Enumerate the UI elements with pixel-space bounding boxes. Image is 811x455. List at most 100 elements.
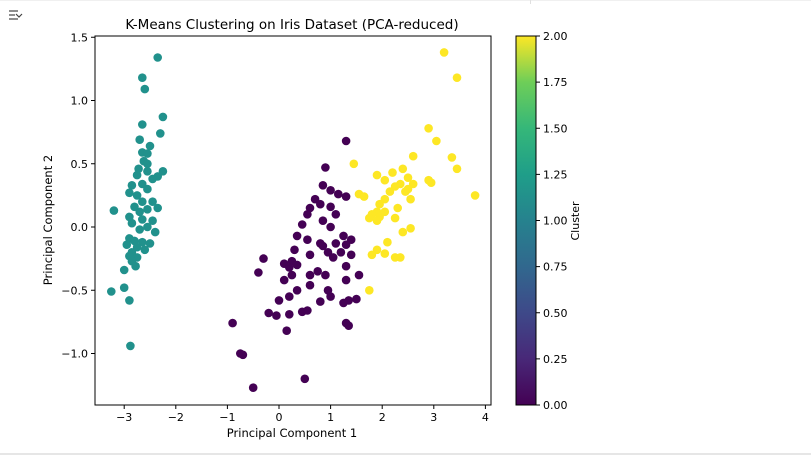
y-tick-label: 1.0 — [71, 95, 89, 108]
colorbar-label: Cluster — [569, 201, 582, 241]
scatter-point-cluster-2 — [385, 187, 395, 196]
scatter-point-cluster-1 — [125, 188, 134, 198]
scatter-point-cluster-2 — [408, 151, 418, 161]
x-tick-label: 3 — [430, 411, 437, 424]
chart-title: K-Means Clustering on Iris Dataset (PCA-… — [125, 17, 458, 33]
scatter-point-cluster-0 — [321, 163, 330, 172]
scatter-point-cluster-0 — [341, 275, 351, 285]
colorbar-tick-label: 1.75 — [543, 76, 568, 89]
scatter-point-cluster-2 — [359, 192, 369, 201]
scatter-point-cluster-0 — [274, 296, 284, 305]
scatter-point-cluster-0 — [259, 254, 268, 263]
scatter-point-cluster-0 — [282, 326, 292, 336]
colorbar-tick-label: 2.00 — [543, 30, 568, 43]
scatter-point-cluster-0 — [336, 248, 346, 257]
scatter-point-cluster-2 — [393, 203, 403, 213]
x-tick-label: 4 — [482, 411, 489, 424]
scatter-point-cluster-0 — [264, 308, 274, 318]
scatter-point-cluster-2 — [375, 199, 384, 209]
y-axis-label: Principal Component 2 — [41, 155, 55, 285]
scatter-point-cluster-1 — [148, 216, 157, 225]
scatter-point-cluster-0 — [326, 186, 335, 195]
colorbar-tick-label: 0.00 — [543, 399, 568, 412]
scatter-point-cluster-2 — [380, 175, 390, 185]
scatter-point-cluster-2 — [447, 153, 457, 162]
scatter-point-cluster-0 — [339, 298, 348, 308]
x-tick-label: 2 — [379, 411, 386, 424]
scatter-point-cluster-2 — [470, 191, 480, 200]
scatter-point-cluster-1 — [138, 215, 147, 224]
output-collapse-icon[interactable] — [7, 8, 23, 24]
scatter-point-cluster-0 — [341, 192, 351, 201]
scatter-point-cluster-0 — [248, 383, 258, 393]
scatter-point-cluster-2 — [388, 168, 397, 177]
scatter-point-cluster-0 — [305, 250, 315, 260]
scatter-points — [107, 48, 480, 393]
y-tick-label: −0.5 — [61, 284, 88, 297]
scatter-point-cluster-1 — [148, 174, 157, 184]
scatter-point-cluster-0 — [279, 275, 289, 285]
scatter-point-cluster-1 — [148, 197, 157, 206]
scatter-point-cluster-2 — [396, 253, 405, 262]
scatter-point-cluster-0 — [346, 250, 356, 260]
scatter-point-cluster-1 — [143, 184, 152, 194]
scatter-point-cluster-0 — [292, 260, 302, 270]
scatter-point-cluster-2 — [424, 124, 433, 133]
scatter-point-cluster-0 — [326, 292, 335, 301]
y-tick-label: −1.0 — [61, 348, 88, 361]
scatter-point-cluster-0 — [352, 294, 361, 304]
x-tick-label: −1 — [219, 411, 235, 424]
scatter-point-cluster-2 — [406, 194, 415, 204]
scatter-point-cluster-0 — [303, 306, 312, 315]
scatter-point-cluster-0 — [341, 261, 351, 271]
scatter-point-cluster-2 — [383, 237, 392, 247]
scatter-point-cluster-1 — [135, 207, 144, 217]
scatter-point-cluster-2 — [439, 48, 449, 57]
colorbar-ticks: 0.00 0.25 0.50 0.75 1.00 1.25 1.50 1.75 2.00 — [536, 30, 568, 412]
colorbar-tick-label: 0.50 — [543, 307, 568, 320]
scatter-point-cluster-2 — [349, 159, 359, 169]
y-tick-label: 0.0 — [71, 221, 89, 234]
scatter-point-cluster-0 — [292, 231, 302, 241]
scatter-point-cluster-1 — [109, 206, 119, 215]
scatter-point-cluster-0 — [341, 136, 351, 146]
scatter-point-cluster-1 — [135, 225, 144, 234]
bottom-divider — [0, 453, 811, 455]
x-tick-label: 1 — [327, 411, 334, 424]
colorbar-tick-label: 0.25 — [543, 353, 568, 366]
scatter-point-cluster-0 — [305, 270, 315, 280]
scatter-point-cluster-1 — [132, 191, 142, 200]
scatter-point-cluster-1 — [122, 240, 132, 249]
y-tick-label: 1.5 — [71, 31, 89, 44]
x-axis: −3 −2 −1 0 1 2 3 4 — [116, 405, 489, 424]
scatter-point-cluster-0 — [313, 267, 323, 276]
scatter-point-cluster-0 — [318, 216, 328, 225]
scatter-point-cluster-1 — [143, 149, 152, 158]
scatter-point-cluster-0 — [300, 374, 310, 384]
scatter-point-cluster-0 — [354, 270, 364, 280]
scatter-point-cluster-1 — [145, 239, 155, 248]
scatter-point-cluster-0 — [228, 318, 237, 328]
scatter-point-cluster-1 — [158, 112, 168, 122]
scatter-point-cluster-1 — [138, 73, 147, 82]
scatter-point-cluster-1 — [153, 53, 162, 62]
colorbar-tick-label: 1.00 — [543, 215, 568, 228]
scatter-point-cluster-0 — [297, 220, 307, 229]
colorbar-tick-label: 1.50 — [543, 122, 568, 135]
scatter-point-cluster-0 — [321, 270, 330, 280]
scatter-point-cluster-0 — [285, 292, 294, 301]
scatter-point-cluster-1 — [132, 170, 142, 180]
scatter-point-cluster-0 — [305, 280, 315, 290]
scatter-point-cluster-0 — [238, 350, 248, 360]
scatter-point-cluster-1 — [119, 265, 129, 275]
scatter-point-cluster-2 — [432, 136, 441, 146]
scatter-point-cluster-0 — [334, 189, 343, 199]
scatter-point-cluster-2 — [452, 164, 462, 174]
scatter-point-cluster-1 — [143, 167, 152, 176]
x-tick-label: −2 — [168, 411, 184, 424]
scatter-point-cluster-1 — [127, 181, 137, 190]
scatter-point-cluster-1 — [145, 141, 155, 151]
scatter-point-cluster-1 — [107, 287, 116, 296]
scatter-point-cluster-1 — [156, 129, 165, 138]
